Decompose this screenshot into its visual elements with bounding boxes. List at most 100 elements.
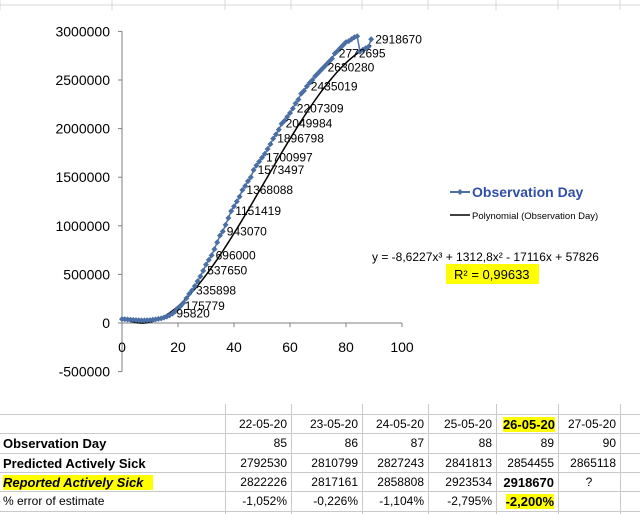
data-point <box>365 43 372 50</box>
data-label: 335898 <box>196 283 236 297</box>
legend-label-observation-day: Observation Day <box>472 184 583 200</box>
data-point <box>200 267 207 274</box>
column-divider <box>225 404 226 514</box>
chart-area[interactable]: 3000000 2500000 2000000 1500000 1000000 50000… <box>0 0 640 404</box>
table-cell[interactable]: 2865118 <box>570 456 616 470</box>
table-cell[interactable]: 2822226 <box>240 475 287 489</box>
x-tick-label: 20 <box>170 339 186 355</box>
row-divider <box>0 511 640 512</box>
data-point <box>354 33 361 40</box>
data-point <box>275 126 282 133</box>
row-label-observation-day[interactable]: Observation Day <box>3 436 107 451</box>
x-tick-label: 0 <box>118 339 126 355</box>
legend-marker <box>457 189 463 195</box>
data-point <box>183 295 190 302</box>
data-point <box>197 273 204 280</box>
table-cell[interactable]: -2,795% <box>447 494 492 508</box>
data-label: 1573497 <box>258 163 305 177</box>
row-divider <box>0 414 640 415</box>
table-cell[interactable]: -1,052% <box>242 494 287 508</box>
data-point <box>284 113 291 120</box>
y-tick-label: 1000000 <box>55 218 110 234</box>
data-point <box>287 110 293 117</box>
table-cell[interactable]: -1,104% <box>379 494 424 508</box>
row-divider <box>0 453 640 454</box>
data-label: 2630280 <box>328 60 375 74</box>
column-divider <box>362 404 363 514</box>
row-label-percent-error[interactable]: % error of estimate <box>3 494 105 508</box>
table-cell-bold[interactable]: 2918670 <box>503 475 554 490</box>
table-cell[interactable]: 2827243 <box>377 456 424 470</box>
data-label: 1700997 <box>266 151 313 165</box>
data-point <box>301 87 307 94</box>
date-cell[interactable]: 24-05-20 <box>375 417 424 431</box>
y-tick-label: 1500000 <box>55 169 110 185</box>
x-tick-label: 60 <box>282 339 298 355</box>
table-cell[interactable]: 2841813 <box>445 456 492 470</box>
column-divider <box>428 404 429 514</box>
x-tick-label: 80 <box>338 339 354 355</box>
data-label: 696000 <box>216 248 256 262</box>
data-point <box>186 290 193 297</box>
table-cell[interactable]: -0,226% <box>313 494 358 508</box>
table-cell[interactable]: 86 <box>344 436 358 450</box>
data-point <box>228 208 235 215</box>
data-point <box>219 228 226 235</box>
data-point <box>270 135 277 142</box>
date-cell[interactable]: 27-05-20 <box>567 417 616 431</box>
table-cell[interactable]: ? <box>585 475 593 489</box>
table-cell[interactable]: 2854455 <box>507 456 554 470</box>
data-point <box>247 174 254 181</box>
trendline-equation: y = -8,6227x³ + 1312,8x² - 17116x + 5782… <box>372 250 599 264</box>
table-cell[interactable]: 2792530 <box>240 456 287 470</box>
x-tick-label: 100 <box>390 339 414 355</box>
y-tick-label: -500000 <box>59 364 111 380</box>
data-point <box>273 131 279 138</box>
table-cell[interactable]: 90 <box>602 436 616 450</box>
data-point <box>368 36 375 43</box>
data-point <box>236 193 243 200</box>
data-point <box>233 198 240 205</box>
data-point <box>256 158 263 165</box>
data-label: 1896798 <box>277 132 324 146</box>
column-divider <box>291 404 292 514</box>
row-label-reported[interactable]: Reported Actively Sick <box>0 473 225 492</box>
data-label: 2207309 <box>297 101 344 115</box>
data-label: 1368088 <box>246 183 293 197</box>
row-label-predicted[interactable]: Predicted Actively Sick <box>3 456 146 471</box>
r-squared-highlight <box>446 264 539 284</box>
table-cell[interactable]: 2858808 <box>377 475 424 489</box>
date-cell[interactable]: 22-05-20 <box>238 417 287 431</box>
date-cell[interactable]: 23-05-20 <box>309 417 358 431</box>
table-cell[interactable]: 88 <box>478 436 492 450</box>
data-point <box>191 283 198 290</box>
date-cell-highlighted[interactable]: 26-05-20 <box>502 417 555 432</box>
data-point <box>217 232 223 239</box>
table-cell[interactable]: 87 <box>410 436 424 450</box>
data-point <box>239 187 246 194</box>
table-cell[interactable] <box>558 492 620 511</box>
data-point <box>189 287 195 294</box>
row-divider <box>0 491 640 492</box>
data-label: 2049984 <box>286 117 333 131</box>
table-cell[interactable]: 2810799 <box>311 456 358 470</box>
y-tick-label: 2000000 <box>55 121 110 137</box>
table-cell[interactable]: 2817161 <box>311 475 358 489</box>
data-point <box>281 117 288 124</box>
table-cell[interactable]: 89 <box>540 436 554 450</box>
data-label: 1151419 <box>235 204 281 218</box>
chart-background <box>0 10 640 404</box>
data-point <box>242 182 249 189</box>
data-point <box>203 261 209 268</box>
column-divider <box>620 404 621 514</box>
table-cell-highlighted[interactable]: -2,200% <box>505 494 554 509</box>
data-point <box>250 167 257 174</box>
data-point <box>264 146 271 153</box>
table-cell[interactable]: 2923534 <box>445 475 492 489</box>
data-label: 95820 <box>176 307 210 321</box>
data-label: 2918670 <box>375 32 422 46</box>
data-point <box>259 154 265 161</box>
table-cell[interactable]: 85 <box>273 436 287 450</box>
data-point <box>214 239 221 246</box>
date-cell[interactable]: 25-05-20 <box>443 417 492 431</box>
